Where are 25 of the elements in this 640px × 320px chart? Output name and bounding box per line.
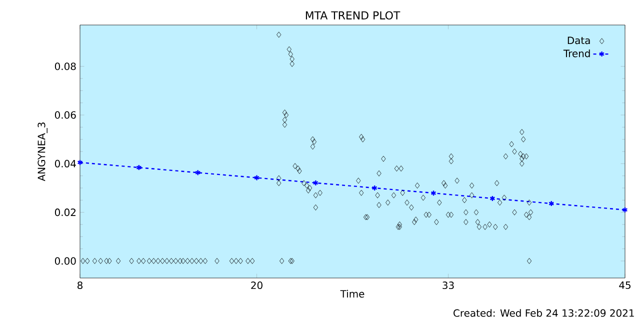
y-tick-label: 0.04 xyxy=(54,160,76,168)
point xyxy=(548,200,554,207)
x-tick-label: 45 xyxy=(619,282,630,289)
y-tick-label: 0.08 xyxy=(54,62,76,70)
point xyxy=(312,180,318,186)
point xyxy=(136,164,142,171)
legend-label: Data xyxy=(568,36,590,44)
text: Created: Wed Feb 24 13:22:09 2021 xyxy=(454,309,634,317)
y-tick-label: 0.00 xyxy=(54,257,76,265)
x-axis-title: Time xyxy=(340,290,364,298)
point xyxy=(195,170,201,176)
y-tick-label: 0.02 xyxy=(54,208,76,216)
point xyxy=(77,159,83,166)
x-tick-label: 8 xyxy=(78,282,82,290)
point xyxy=(254,174,260,181)
point xyxy=(490,195,496,202)
point xyxy=(622,206,628,213)
legend-label: Trend xyxy=(563,50,590,58)
point xyxy=(372,184,378,192)
y-axis-title: ANGYNEA_3 xyxy=(38,122,48,182)
point xyxy=(430,190,436,196)
x-tick-label: 33 xyxy=(442,282,454,290)
y-tick-label: 0.06 xyxy=(54,111,76,119)
x-tick-label: 20 xyxy=(251,282,262,290)
chart-title: MTA TREND PLOT xyxy=(306,11,400,20)
